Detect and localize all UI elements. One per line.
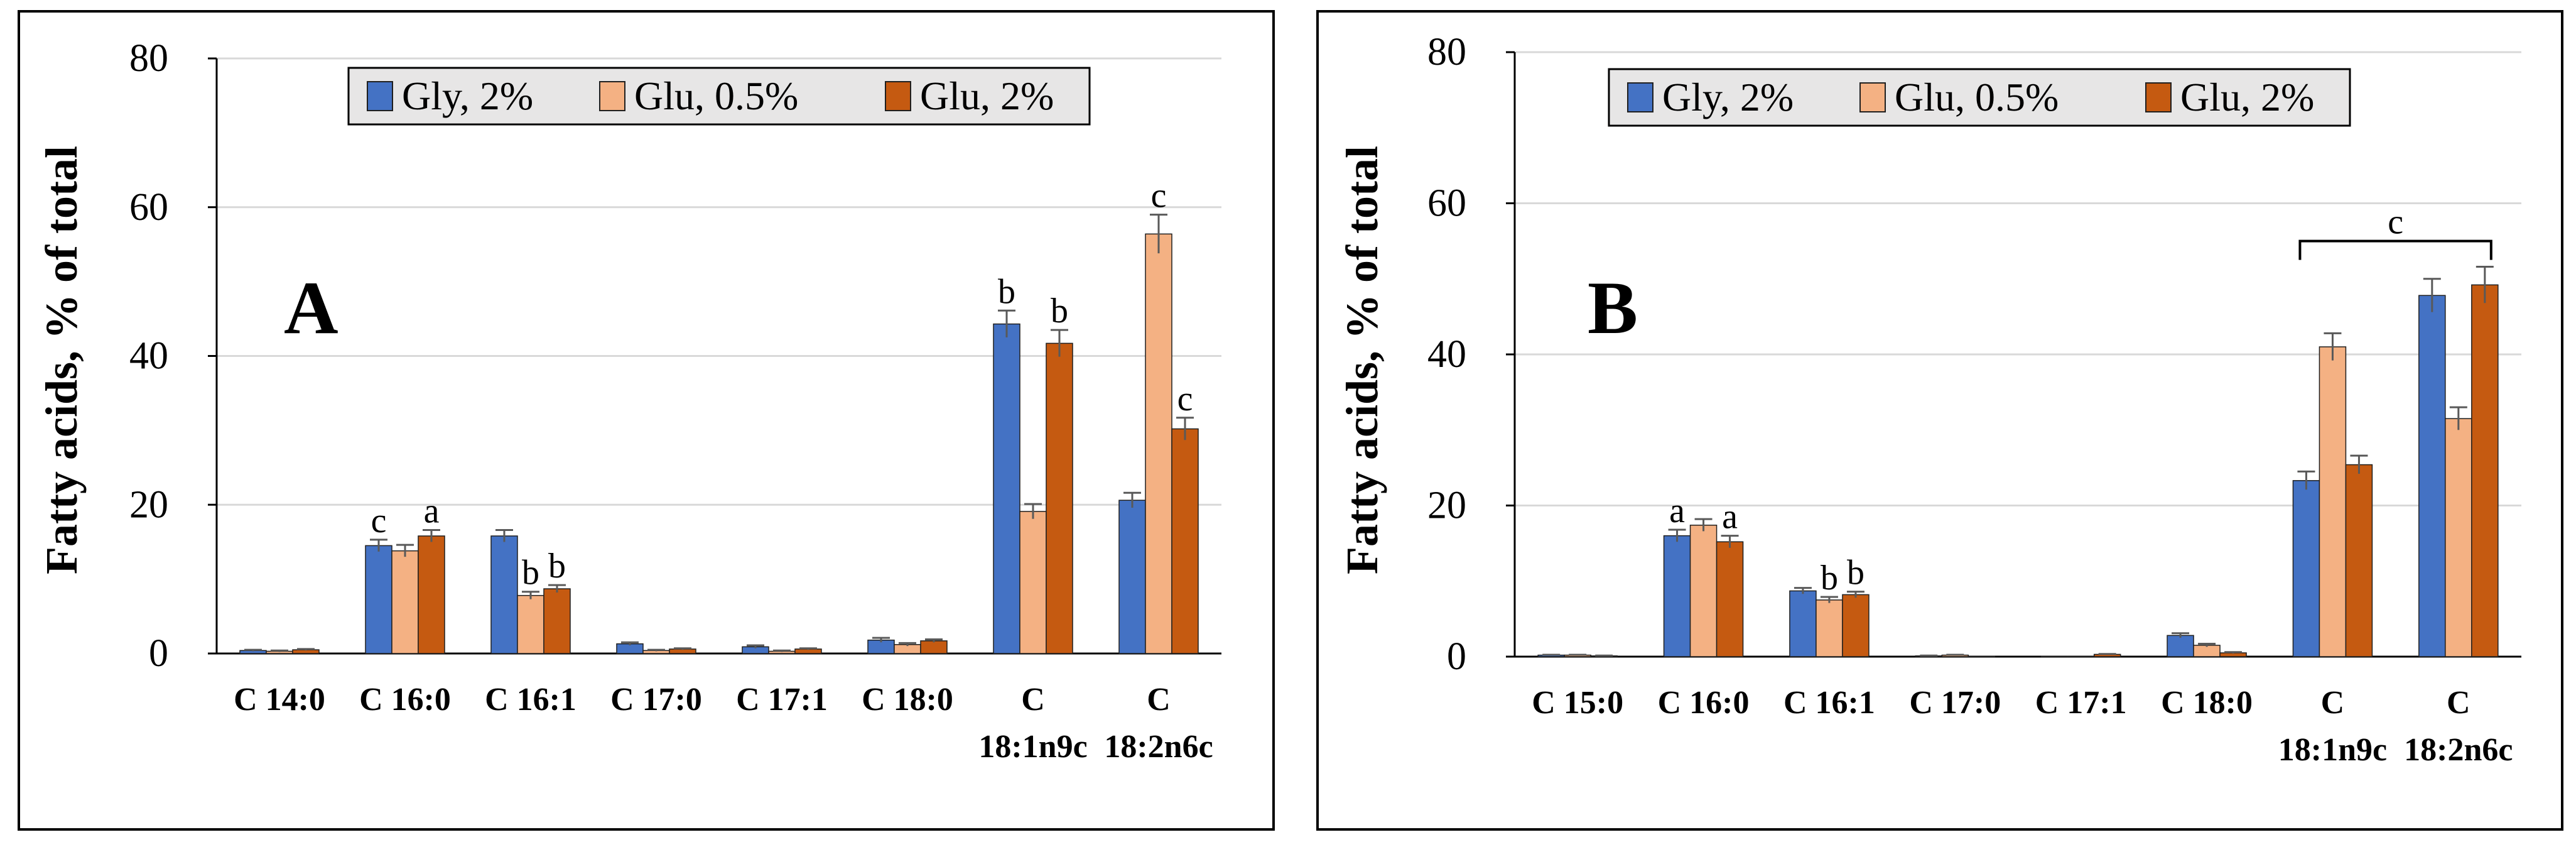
bar [1663,535,1691,657]
significance-letter: c [371,501,387,540]
x-tick-label: C 15:0 [1532,685,1623,721]
y-tick-label: 0 [149,632,168,675]
y-tick-label: 0 [1447,635,1466,678]
legend-label: Glu, 0.5% [1895,75,2059,119]
panel-label-b: B [1588,266,1638,349]
bar [1145,233,1172,654]
legend: Gly, 2% Glu, 0.5% Glu, 2% [347,67,1091,126]
y-tick-label: 80 [129,37,168,80]
significance-letter: b [548,547,566,586]
bar [543,588,571,654]
bar [2193,645,2221,657]
panel-label-a: A [284,266,338,349]
bar [1842,594,1870,657]
bar [365,545,392,654]
x-tick-label: C [2447,685,2470,721]
significance-letter: b [1821,559,1838,598]
y-axis-label-a: Fatty acids, % of total [36,146,87,574]
panel-b-frame [1316,10,2563,831]
bar [1789,590,1817,657]
x-tick-label-line2: 18:1n9c [2278,732,2387,768]
y-axis-label-b: Fatty acids, % of total [1337,146,1387,574]
bar [2418,295,2446,657]
legend-label: Glu, 2% [2180,75,2314,119]
legend-box [1608,68,2351,127]
legend-box [347,67,1091,126]
significance-letter: a [424,491,440,530]
significance-letter: a [1722,498,1738,537]
bar [391,550,419,654]
legend-label: Glu, 0.5% [634,74,798,118]
legend: Gly, 2% Glu, 0.5% Glu, 2% [1608,68,2351,127]
bar [2292,480,2320,657]
x-tick-label: C 16:0 [1658,685,1750,721]
significance-letter: c [1151,177,1167,216]
bar [1689,525,1718,657]
y-tick-label: 60 [129,186,168,229]
bar [993,323,1020,654]
y-tick-label: 80 [1427,31,1466,74]
bar [1716,541,1744,657]
bar [2471,284,2499,657]
x-tick-label-line2: 18:1n9c [978,729,1087,765]
bar [920,640,948,654]
x-tick-label: C [1147,682,1171,718]
x-tick-label-line2: 18:2n6c [2404,732,2513,768]
significance-letter: b [522,554,539,593]
y-tick-label: 40 [129,335,168,378]
x-tick-label: C 18:0 [2161,685,2253,721]
x-tick-label: C [2321,685,2345,721]
bar [1118,500,1146,654]
legend-swatch [885,81,911,111]
bar [1019,511,1047,654]
x-tick-label: C 16:1 [485,682,576,718]
y-tick-label: 20 [129,483,168,526]
legend-label: Glu, 2% [920,74,1054,118]
bar [1046,342,1073,654]
bar [490,535,518,654]
x-tick-label: C [1021,682,1045,718]
significance-letter: b [998,272,1015,311]
legend-swatch [1627,82,1653,112]
bar [517,594,544,654]
bar [1171,428,1199,654]
legend-swatch [599,81,625,111]
bar [2167,635,2194,657]
bar [2345,464,2373,657]
significance-letter: b [1051,292,1068,331]
bar [2445,418,2472,657]
y-tick-label: 20 [1427,484,1466,527]
x-tick-label: C 18:0 [862,682,953,718]
chart-b: 0 20 40 60 80 C 15:0 C 16:0 C 16:1 C 17:0 C 17:1 C… [1427,31,2521,768]
y-tick-label: 40 [1427,333,1466,376]
significance-letter: c [1177,380,1193,418]
significance-letter: c [2388,203,2403,242]
y-tick-label: 60 [1427,182,1466,225]
significance-letter: a [1669,491,1685,530]
bar [418,535,445,654]
x-tick-label: C 17:0 [1909,685,2001,721]
legend-swatch [2145,82,2172,112]
x-tick-label: C 16:1 [1783,685,1875,721]
legend-label: Gly, 2% [1662,75,1794,119]
legend-label: Gly, 2% [402,74,533,118]
x-tick-label: C 14:0 [234,682,325,718]
legend-swatch [1859,82,1886,112]
x-tick-label: C 17:0 [610,682,702,718]
significance-bracket [2298,239,2492,260]
chart-a: 0 20 40 60 80 C 14:0 C 16:0 C 16:1 C 17:0 C 17:1 C… [129,37,1221,765]
legend-swatch [367,81,393,111]
significance-letter: b [1847,554,1864,593]
x-tick-label: C 17:1 [736,682,828,718]
bar [2319,346,2347,657]
bar [1816,599,1843,657]
x-tick-label: C 17:1 [2035,685,2127,721]
x-tick-label: C 16:0 [359,682,451,718]
x-tick-label-line2: 18:2n6c [1104,729,1213,765]
